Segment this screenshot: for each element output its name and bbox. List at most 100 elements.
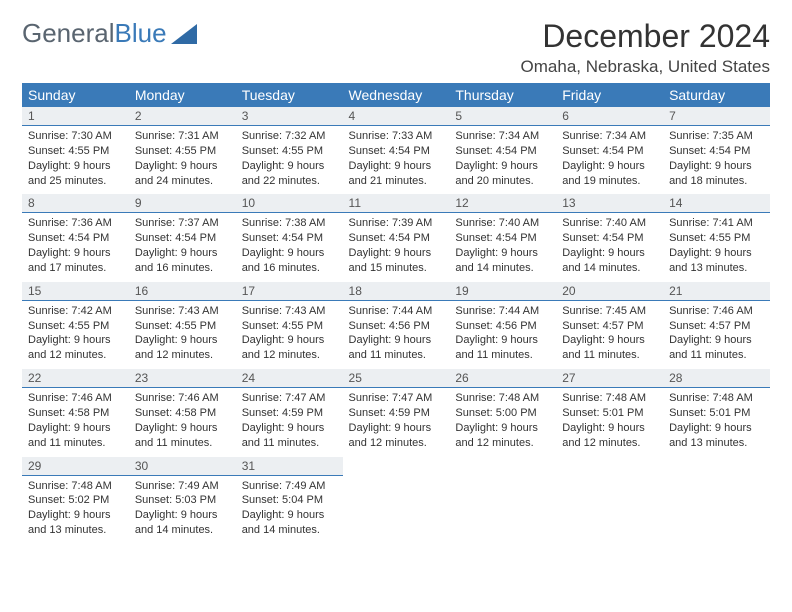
day-number: 29 (22, 457, 129, 476)
sunset-line: Sunset: 4:55 PM (28, 144, 123, 159)
daylight-line: Daylight: 9 hours and 20 minutes. (455, 159, 550, 189)
day-body: Sunrise: 7:34 AMSunset: 4:54 PMDaylight:… (449, 126, 556, 194)
daylight-line: Daylight: 9 hours and 12 minutes. (349, 421, 444, 451)
calendar-day-cell: 8Sunrise: 7:36 AMSunset: 4:54 PMDaylight… (22, 194, 129, 281)
day-body: Sunrise: 7:49 AMSunset: 5:04 PMDaylight:… (236, 476, 343, 544)
day-number: 25 (343, 369, 450, 388)
calendar-day-cell: 17Sunrise: 7:43 AMSunset: 4:55 PMDayligh… (236, 282, 343, 369)
calendar-day-cell: 21Sunrise: 7:46 AMSunset: 4:57 PMDayligh… (663, 282, 770, 369)
day-body: Sunrise: 7:43 AMSunset: 4:55 PMDaylight:… (236, 301, 343, 369)
calendar-day-cell: 23Sunrise: 7:46 AMSunset: 4:58 PMDayligh… (129, 369, 236, 456)
daylight-line: Daylight: 9 hours and 16 minutes. (135, 246, 230, 276)
calendar-day-cell: 15Sunrise: 7:42 AMSunset: 4:55 PMDayligh… (22, 282, 129, 369)
sunrise-line: Sunrise: 7:32 AM (242, 129, 337, 144)
sunrise-line: Sunrise: 7:37 AM (135, 216, 230, 231)
weekday-header: Friday (556, 83, 663, 107)
day-number: 27 (556, 369, 663, 388)
daylight-line: Daylight: 9 hours and 12 minutes. (455, 421, 550, 451)
sunrise-line: Sunrise: 7:49 AM (135, 479, 230, 494)
calendar-day-cell: 10Sunrise: 7:38 AMSunset: 4:54 PMDayligh… (236, 194, 343, 281)
sunset-line: Sunset: 4:55 PM (669, 231, 764, 246)
sunrise-line: Sunrise: 7:44 AM (349, 304, 444, 319)
calendar-day-cell: 12Sunrise: 7:40 AMSunset: 4:54 PMDayligh… (449, 194, 556, 281)
day-number: 14 (663, 194, 770, 213)
daylight-line: Daylight: 9 hours and 25 minutes. (28, 159, 123, 189)
day-body: Sunrise: 7:44 AMSunset: 4:56 PMDaylight:… (343, 301, 450, 369)
day-body: Sunrise: 7:37 AMSunset: 4:54 PMDaylight:… (129, 213, 236, 281)
calendar-empty-cell (663, 457, 770, 544)
daylight-line: Daylight: 9 hours and 11 minutes. (349, 333, 444, 363)
day-number: 2 (129, 107, 236, 126)
day-number: 15 (22, 282, 129, 301)
sunset-line: Sunset: 4:56 PM (455, 319, 550, 334)
logo-text-a: General (22, 18, 115, 49)
sunset-line: Sunset: 4:54 PM (562, 231, 657, 246)
sunset-line: Sunset: 5:03 PM (135, 493, 230, 508)
day-body: Sunrise: 7:46 AMSunset: 4:58 PMDaylight:… (22, 388, 129, 456)
day-body: Sunrise: 7:30 AMSunset: 4:55 PMDaylight:… (22, 126, 129, 194)
day-number: 19 (449, 282, 556, 301)
day-number: 8 (22, 194, 129, 213)
daylight-line: Daylight: 9 hours and 14 minutes. (455, 246, 550, 276)
daylight-line: Daylight: 9 hours and 12 minutes. (562, 421, 657, 451)
sunset-line: Sunset: 4:54 PM (135, 231, 230, 246)
daylight-line: Daylight: 9 hours and 13 minutes. (669, 421, 764, 451)
calendar-day-cell: 24Sunrise: 7:47 AMSunset: 4:59 PMDayligh… (236, 369, 343, 456)
calendar-day-cell: 27Sunrise: 7:48 AMSunset: 5:01 PMDayligh… (556, 369, 663, 456)
calendar-body: 1Sunrise: 7:30 AMSunset: 4:55 PMDaylight… (22, 107, 770, 544)
day-body: Sunrise: 7:35 AMSunset: 4:54 PMDaylight:… (663, 126, 770, 194)
calendar-day-cell: 5Sunrise: 7:34 AMSunset: 4:54 PMDaylight… (449, 107, 556, 194)
calendar-week-row: 8Sunrise: 7:36 AMSunset: 4:54 PMDaylight… (22, 194, 770, 281)
day-body: Sunrise: 7:40 AMSunset: 4:54 PMDaylight:… (449, 213, 556, 281)
day-body: Sunrise: 7:38 AMSunset: 4:54 PMDaylight:… (236, 213, 343, 281)
day-body: Sunrise: 7:48 AMSunset: 5:00 PMDaylight:… (449, 388, 556, 456)
day-body: Sunrise: 7:33 AMSunset: 4:54 PMDaylight:… (343, 126, 450, 194)
day-body: Sunrise: 7:46 AMSunset: 4:57 PMDaylight:… (663, 301, 770, 369)
sunrise-line: Sunrise: 7:34 AM (562, 129, 657, 144)
calendar-day-cell: 26Sunrise: 7:48 AMSunset: 5:00 PMDayligh… (449, 369, 556, 456)
sunset-line: Sunset: 4:58 PM (135, 406, 230, 421)
day-number: 6 (556, 107, 663, 126)
day-number: 18 (343, 282, 450, 301)
sunset-line: Sunset: 5:01 PM (562, 406, 657, 421)
weekday-header: Thursday (449, 83, 556, 107)
sunrise-line: Sunrise: 7:45 AM (562, 304, 657, 319)
day-body: Sunrise: 7:47 AMSunset: 4:59 PMDaylight:… (236, 388, 343, 456)
sunrise-line: Sunrise: 7:43 AM (135, 304, 230, 319)
sunset-line: Sunset: 4:54 PM (242, 231, 337, 246)
calendar-week-row: 29Sunrise: 7:48 AMSunset: 5:02 PMDayligh… (22, 457, 770, 544)
sunrise-line: Sunrise: 7:36 AM (28, 216, 123, 231)
day-number: 23 (129, 369, 236, 388)
sunset-line: Sunset: 5:02 PM (28, 493, 123, 508)
sunset-line: Sunset: 4:54 PM (455, 231, 550, 246)
day-body: Sunrise: 7:48 AMSunset: 5:01 PMDaylight:… (663, 388, 770, 456)
sunset-line: Sunset: 4:56 PM (349, 319, 444, 334)
calendar-day-cell: 11Sunrise: 7:39 AMSunset: 4:54 PMDayligh… (343, 194, 450, 281)
calendar-day-cell: 9Sunrise: 7:37 AMSunset: 4:54 PMDaylight… (129, 194, 236, 281)
weekday-header: Saturday (663, 83, 770, 107)
sunset-line: Sunset: 4:59 PM (349, 406, 444, 421)
daylight-line: Daylight: 9 hours and 24 minutes. (135, 159, 230, 189)
day-number: 7 (663, 107, 770, 126)
day-number: 13 (556, 194, 663, 213)
sunset-line: Sunset: 4:55 PM (242, 319, 337, 334)
daylight-line: Daylight: 9 hours and 14 minutes. (242, 508, 337, 538)
sunset-line: Sunset: 5:00 PM (455, 406, 550, 421)
sunrise-line: Sunrise: 7:49 AM (242, 479, 337, 494)
weekday-header: Monday (129, 83, 236, 107)
day-body: Sunrise: 7:48 AMSunset: 5:01 PMDaylight:… (556, 388, 663, 456)
day-number: 30 (129, 457, 236, 476)
daylight-line: Daylight: 9 hours and 11 minutes. (28, 421, 123, 451)
day-body: Sunrise: 7:45 AMSunset: 4:57 PMDaylight:… (556, 301, 663, 369)
calendar-week-row: 22Sunrise: 7:46 AMSunset: 4:58 PMDayligh… (22, 369, 770, 456)
day-number: 20 (556, 282, 663, 301)
daylight-line: Daylight: 9 hours and 11 minutes. (669, 333, 764, 363)
day-number: 5 (449, 107, 556, 126)
calendar-day-cell: 30Sunrise: 7:49 AMSunset: 5:03 PMDayligh… (129, 457, 236, 544)
sunrise-line: Sunrise: 7:48 AM (455, 391, 550, 406)
sunset-line: Sunset: 4:54 PM (349, 144, 444, 159)
day-body: Sunrise: 7:39 AMSunset: 4:54 PMDaylight:… (343, 213, 450, 281)
calendar-day-cell: 28Sunrise: 7:48 AMSunset: 5:01 PMDayligh… (663, 369, 770, 456)
calendar-day-cell: 20Sunrise: 7:45 AMSunset: 4:57 PMDayligh… (556, 282, 663, 369)
day-body: Sunrise: 7:49 AMSunset: 5:03 PMDaylight:… (129, 476, 236, 544)
